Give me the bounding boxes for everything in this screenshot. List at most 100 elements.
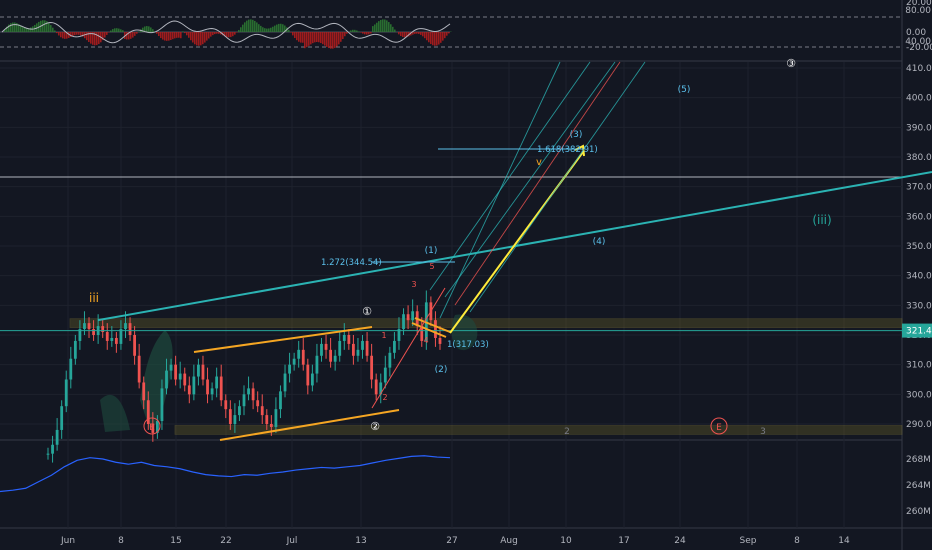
- osc-bar: [26, 28, 28, 32]
- y-tick-label: 330.00: [906, 301, 932, 311]
- annotation-label: iii: [89, 291, 99, 305]
- candle-body: [105, 332, 109, 341]
- candle-body: [370, 355, 374, 380]
- candle-body: [379, 382, 383, 395]
- osc-bar: [64, 32, 66, 39]
- osc-bar: [246, 20, 248, 32]
- osc-bar: [338, 32, 340, 45]
- osc-bar: [376, 22, 378, 32]
- candle-body: [174, 364, 178, 380]
- osc-bar: [20, 25, 22, 32]
- candle-body: [215, 376, 219, 389]
- osc-bar: [422, 32, 424, 37]
- osc-bar: [52, 27, 54, 32]
- x-tick-label: 8: [794, 536, 800, 546]
- osc-bar: [228, 32, 230, 38]
- osc-bar: [330, 32, 332, 49]
- osc-bar: [132, 32, 134, 38]
- osc-bar: [340, 32, 342, 42]
- osc-bar: [258, 24, 260, 32]
- osc-bar: [424, 32, 426, 39]
- candle-body: [69, 358, 73, 380]
- osc-bar: [196, 32, 198, 46]
- osc-bar: [180, 32, 182, 39]
- osc-bar: [388, 22, 390, 32]
- osc-bar: [216, 32, 218, 34]
- pitchfork-line: [469, 61, 646, 313]
- osc-bar: [170, 32, 172, 40]
- candle-body: [260, 406, 264, 416]
- osc-bar: [190, 32, 192, 41]
- last-price-badge: [902, 323, 932, 338]
- x-tick-label: 24: [674, 536, 686, 546]
- annotation-label: (5): [678, 85, 691, 95]
- osc-right-tick-label: 40.00: [905, 37, 931, 47]
- osc-bar: [234, 32, 236, 35]
- candle-body: [83, 323, 86, 330]
- y-tick-label: 390.00: [906, 123, 932, 133]
- candle-body: [397, 329, 401, 341]
- shaded-zone: [69, 318, 903, 328]
- osc-bar: [404, 32, 406, 38]
- candle-body: [329, 349, 333, 362]
- osc-bar: [236, 32, 238, 33]
- osc-bar: [122, 30, 124, 32]
- candle-body: [283, 373, 287, 392]
- osc-bar: [360, 32, 362, 33]
- osc-bar: [46, 21, 48, 32]
- osc-bar: [158, 32, 160, 37]
- osc-bar: [144, 26, 146, 32]
- osc-bar: [418, 32, 420, 34]
- osc-bar: [382, 19, 384, 32]
- oscillator-pane: [0, 16, 902, 49]
- candle-body: [73, 340, 77, 359]
- osc-bar: [48, 22, 50, 32]
- osc-bar: [268, 28, 270, 32]
- osc-bar: [184, 32, 186, 34]
- y-tick-label: 340.00: [906, 272, 932, 282]
- osc-bar: [230, 32, 232, 38]
- osc-bar: [24, 27, 26, 32]
- candle-body: [228, 409, 232, 424]
- osc-bar: [328, 32, 330, 49]
- candle-body: [242, 394, 246, 407]
- candle-body: [224, 400, 228, 410]
- annotation-circle: [143, 417, 161, 435]
- x-tick-label: Jul: [286, 536, 298, 546]
- osc-bar: [356, 30, 358, 32]
- annotation-label: (iii): [812, 213, 831, 227]
- osc-bar: [276, 24, 278, 32]
- candle-body: [383, 367, 387, 383]
- candle-body: [114, 337, 118, 344]
- osc-bar: [316, 32, 318, 43]
- x-tick-label: 10: [560, 536, 572, 546]
- osc-bar: [56, 32, 58, 34]
- osc-bar: [254, 20, 256, 32]
- osc-bar: [336, 32, 338, 47]
- osc-bar: [428, 32, 430, 43]
- osc-bar: [272, 26, 274, 32]
- osc-bar: [152, 29, 154, 32]
- osc-bar: [312, 32, 314, 44]
- osc-bar: [130, 32, 132, 39]
- osc-bar: [54, 30, 56, 32]
- axes: Jun81522Jul1327Aug101724Sep814410.00400.…: [60, 0, 932, 546]
- osc-bar: [8, 24, 10, 32]
- osc-bar: [362, 32, 364, 34]
- vol-tick-label: 264M: [906, 481, 931, 491]
- candle-body: [101, 326, 105, 333]
- candle-body: [365, 340, 369, 356]
- osc-bar: [214, 32, 216, 35]
- candle-body: [420, 326, 424, 341]
- osc-bar: [370, 32, 372, 34]
- osc-bar: [238, 29, 240, 32]
- candle-body: [110, 337, 114, 341]
- osc-bar: [86, 32, 88, 41]
- osc-bar: [160, 32, 162, 39]
- candles: [46, 290, 442, 463]
- osc-bar: [244, 22, 246, 32]
- osc-bar: [294, 32, 296, 38]
- osc-bar: [442, 32, 444, 41]
- annotation-label: 1: [381, 331, 386, 340]
